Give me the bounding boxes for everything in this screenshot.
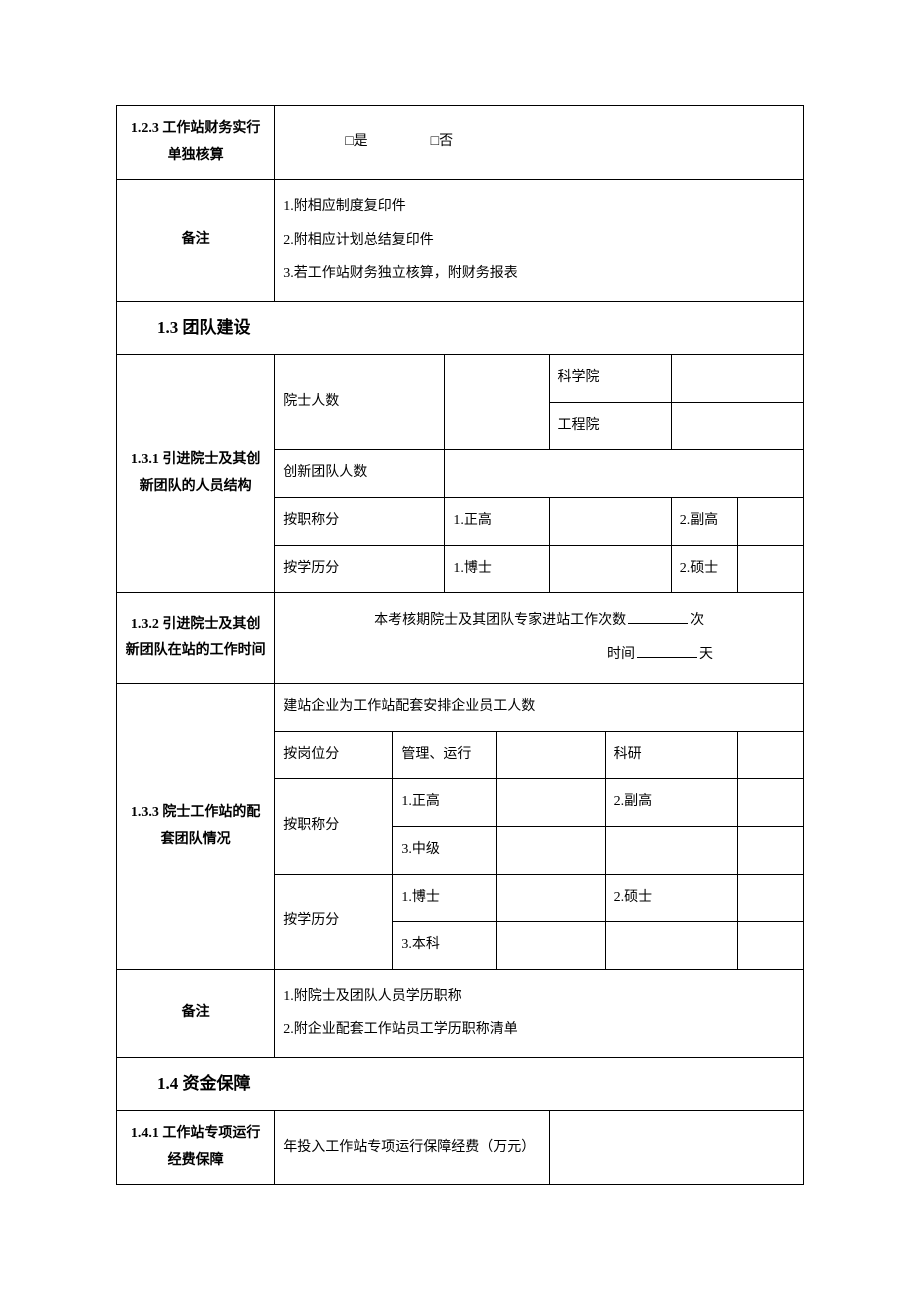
- cell-133-title2-value[interactable]: [737, 779, 803, 827]
- cell-133-edu1: 1.博士: [393, 874, 497, 922]
- cell-133-byedu: 按学历分: [275, 874, 393, 969]
- cell-131-science-value[interactable]: [671, 355, 803, 403]
- cell-133-edu2-value[interactable]: [737, 874, 803, 922]
- cell-133-title2: 2.副高: [605, 779, 737, 827]
- row-remark1: 备注 1.附相应制度复印件 2.附相应计划总结复印件 3.若工作站财务独立核算，…: [117, 180, 804, 302]
- cell-131-eng-value[interactable]: [671, 402, 803, 450]
- row-123: 1.2.3 工作站财务实行单独核算 □是 □否: [117, 106, 804, 180]
- form-table: 1.2.3 工作站财务实行单独核算 □是 □否 备注 1.附相应制度复印件 2.…: [116, 105, 804, 1185]
- cell-131-title1: 1.正高: [445, 498, 549, 546]
- cell-132-l2-pre: 时间: [607, 647, 635, 662]
- cell-131-title2: 2.副高: [671, 498, 737, 546]
- cell-131-eng: 工程院: [549, 402, 671, 450]
- cell-133-title3: 3.中级: [393, 827, 497, 875]
- cell-132-l1-suf: 次: [690, 613, 704, 628]
- cell-141-text: 年投入工作站专项运行保障经费（万元）: [275, 1111, 549, 1185]
- cell-131-byedu: 按学历分: [275, 545, 445, 593]
- remark1-line2: 2.附相应计划总结复印件: [283, 224, 795, 258]
- cell-133-title3-blank1: [605, 827, 737, 875]
- cell-131-title1-value[interactable]: [549, 498, 671, 546]
- checkbox-no[interactable]: □否: [431, 134, 453, 149]
- cell-131-science: 科学院: [549, 355, 671, 403]
- cell-133-edu3-blank1: [605, 922, 737, 970]
- row-141: 1.4.1 工作站专项运行经费保障 年投入工作站专项运行保障经费（万元）: [117, 1111, 804, 1185]
- cell-132-text: 本考核期院士及其团队专家进站工作次数 次 时间 天: [275, 593, 804, 684]
- cell-133-header: 建站企业为工作站配套安排企业员工人数: [275, 684, 804, 732]
- cell-remark1: 1.附相应制度复印件 2.附相应计划总结复印件 3.若工作站财务独立核算，附财务…: [275, 180, 804, 302]
- cell-133-post2: 科研: [605, 731, 737, 779]
- cell-131-academician: 院士人数: [275, 355, 445, 450]
- cell-133-post2-value[interactable]: [737, 731, 803, 779]
- label-remark1: 备注: [117, 180, 275, 302]
- cell-133-post1: 管理、运行: [393, 731, 497, 779]
- row-133-a: 1.3.3 院士工作站的配套团队情况 建站企业为工作站配套安排企业员工人数: [117, 684, 804, 732]
- remark2-line1: 1.附院士及团队人员学历职称: [283, 980, 795, 1014]
- row-remark2: 备注 1.附院士及团队人员学历职称 2.附企业配套工作站员工学历职称清单: [117, 969, 804, 1057]
- blank-count[interactable]: [628, 610, 688, 624]
- cell-133-bytitle: 按职称分: [275, 779, 393, 874]
- checkbox-yes[interactable]: □是: [345, 134, 367, 149]
- section-14-header: 1.4 资金保障: [117, 1057, 804, 1110]
- label-131: 1.3.1 引进院士及其创新团队的人员结构: [117, 355, 275, 593]
- label-133: 1.3.3 院士工作站的配套团队情况: [117, 684, 275, 970]
- label-132: 1.3.2 引进院士及其创新团队在站的工作时间: [117, 593, 275, 684]
- cell-133-edu2: 2.硕士: [605, 874, 737, 922]
- cell-131-edu1-value[interactable]: [549, 545, 671, 593]
- cell-133-title1-value[interactable]: [497, 779, 605, 827]
- cell-133-bypost: 按岗位分: [275, 731, 393, 779]
- page-container: 1.2.3 工作站财务实行单独核算 □是 □否 备注 1.附相应制度复印件 2.…: [0, 0, 920, 1305]
- cell-132-l1-pre: 本考核期院士及其团队专家进站工作次数: [374, 613, 626, 628]
- row-section-13: 1.3 团队建设: [117, 301, 804, 354]
- row-131-a: 1.3.1 引进院士及其创新团队的人员结构 院士人数 科学院: [117, 355, 804, 403]
- cell-131-ac-value[interactable]: [445, 355, 549, 450]
- cell-133-title3-value[interactable]: [497, 827, 605, 875]
- cell-133-edu3: 3.本科: [393, 922, 497, 970]
- cell-131-team-value[interactable]: [445, 450, 804, 498]
- cell-131-edu2: 2.硕士: [671, 545, 737, 593]
- row-section-14: 1.4 资金保障: [117, 1057, 804, 1110]
- remark1-line3: 3.若工作站财务独立核算，附财务报表: [283, 257, 795, 291]
- blank-days[interactable]: [637, 644, 697, 658]
- remark2-line2: 2.附企业配套工作站员工学历职称清单: [283, 1013, 795, 1047]
- cell-133-post1-value[interactable]: [497, 731, 605, 779]
- cell-131-team: 创新团队人数: [275, 450, 445, 498]
- label-141: 1.4.1 工作站专项运行经费保障: [117, 1111, 275, 1185]
- cell-133-edu3-value[interactable]: [497, 922, 605, 970]
- cell-123-options: □是 □否: [275, 106, 804, 180]
- cell-131-bytitle: 按职称分: [275, 498, 445, 546]
- remark1-line1: 1.附相应制度复印件: [283, 190, 795, 224]
- cell-132-l2-suf: 天: [699, 647, 713, 662]
- cell-141-value[interactable]: [549, 1111, 803, 1185]
- cell-131-edu1: 1.博士: [445, 545, 549, 593]
- cell-remark2: 1.附院士及团队人员学历职称 2.附企业配套工作站员工学历职称清单: [275, 969, 804, 1057]
- row-132: 1.3.2 引进院士及其创新团队在站的工作时间 本考核期院士及其团队专家进站工作…: [117, 593, 804, 684]
- label-123: 1.2.3 工作站财务实行单独核算: [117, 106, 275, 180]
- cell-133-edu1-value[interactable]: [497, 874, 605, 922]
- cell-133-title3-blank2: [737, 827, 803, 875]
- label-remark2: 备注: [117, 969, 275, 1057]
- cell-131-title2-value[interactable]: [737, 498, 803, 546]
- cell-133-title1: 1.正高: [393, 779, 497, 827]
- cell-133-edu3-blank2: [737, 922, 803, 970]
- section-13-header: 1.3 团队建设: [117, 301, 804, 354]
- cell-131-edu2-value[interactable]: [737, 545, 803, 593]
